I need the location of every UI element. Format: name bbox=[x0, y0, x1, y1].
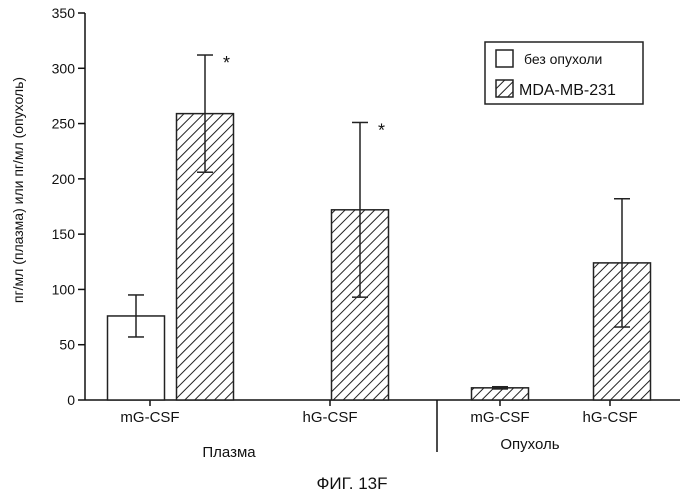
y-tick-label: 200 bbox=[52, 171, 76, 187]
significance-star: * bbox=[223, 53, 230, 73]
y-tick-label: 300 bbox=[52, 60, 76, 76]
legend-label-mda: MDA-MB-231 bbox=[519, 82, 616, 99]
figure-caption: ФИГ. 13F bbox=[316, 474, 387, 493]
group-label: Опухоль bbox=[500, 436, 559, 453]
y-tick-label: 50 bbox=[59, 337, 75, 353]
y-axis-label: пг/мл (плазма) или пг/мл (опухоль) bbox=[10, 77, 26, 303]
significance-markers: ** bbox=[223, 53, 385, 140]
x-axis bbox=[85, 399, 680, 452]
legend-label-no-tumor: без опухоли bbox=[524, 51, 602, 67]
group-label: Плазма bbox=[202, 444, 256, 461]
group-labels: Плазма Опухоль bbox=[202, 436, 559, 461]
y-axis: 0 50 100 150 200 250 300 350 bbox=[52, 5, 86, 408]
x-tick-label: hG-CSF bbox=[582, 409, 637, 426]
y-tick-label: 250 bbox=[52, 116, 76, 132]
x-tick-label: mG-CSF bbox=[470, 409, 529, 426]
bars bbox=[106, 112, 652, 401]
legend-swatch-mda bbox=[495, 79, 514, 98]
y-tick-label: 350 bbox=[52, 5, 76, 21]
y-tick-label: 150 bbox=[52, 226, 76, 242]
x-tick-labels: mG-CSF hG-CSF mG-CSF hG-CSF bbox=[120, 409, 637, 426]
y-tick-label: 100 bbox=[52, 281, 76, 297]
error-bars bbox=[128, 54, 630, 390]
significance-star: * bbox=[378, 120, 385, 140]
legend: без опухоли MDA-MB-231 bbox=[484, 41, 644, 105]
x-tick-label: hG-CSF bbox=[302, 409, 357, 426]
x-tick-label: mG-CSF bbox=[120, 409, 179, 426]
y-tick-label: 0 bbox=[67, 392, 75, 408]
legend-swatch-no-tumor bbox=[495, 49, 514, 68]
